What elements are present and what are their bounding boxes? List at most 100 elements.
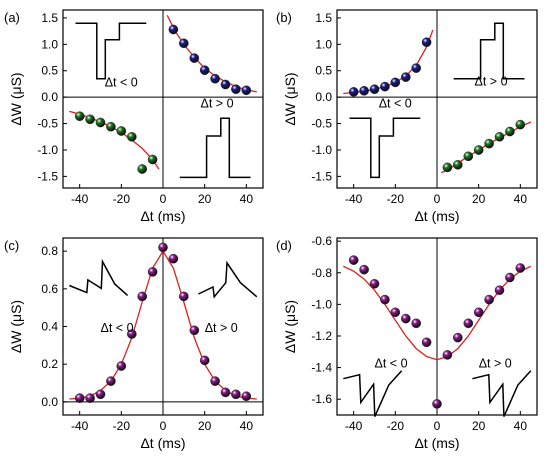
x-tick-label: 0 bbox=[434, 192, 441, 206]
data-point bbox=[137, 164, 147, 174]
data-point bbox=[484, 294, 494, 305]
y-tick-label: -1.0 bbox=[37, 143, 58, 157]
x-axis-title: Δt (ms) bbox=[140, 208, 185, 224]
data-point bbox=[147, 267, 158, 277]
y-tick-label: -0.8 bbox=[311, 266, 332, 280]
y-tick-label: 0.0 bbox=[315, 90, 332, 104]
x-tick-label: -20 bbox=[113, 419, 131, 433]
data-point bbox=[74, 393, 85, 403]
fit-curve bbox=[343, 29, 434, 95]
delta-t-annotation: Δt > 0 bbox=[479, 357, 512, 371]
data-point bbox=[369, 278, 380, 289]
data-point bbox=[127, 329, 137, 339]
y-tick-label: 0.8 bbox=[41, 244, 58, 258]
x-tick-label: 40 bbox=[514, 192, 528, 206]
x-tick-label: -40 bbox=[345, 419, 363, 433]
data-point bbox=[106, 121, 116, 132]
y-tick-label: 1.5 bbox=[41, 11, 58, 25]
pulse-waveform-icon bbox=[349, 117, 421, 179]
data-point bbox=[515, 263, 526, 273]
y-tick-label: 1.0 bbox=[315, 37, 332, 51]
data-point bbox=[199, 355, 210, 366]
x-tick-label: -20 bbox=[387, 192, 405, 206]
y-tick-label: 1.5 bbox=[315, 11, 332, 25]
data-point bbox=[380, 294, 390, 305]
data-point bbox=[158, 242, 168, 253]
pulse-waveform-icon bbox=[198, 260, 258, 299]
pulse-waveform-icon bbox=[472, 370, 532, 417]
data-point bbox=[220, 79, 231, 90]
x-tick-label: -20 bbox=[387, 419, 405, 433]
x-axis-title: Δt (ms) bbox=[414, 208, 459, 224]
data-point bbox=[178, 291, 189, 302]
y-axis-title: ΔW (μS) bbox=[8, 72, 24, 125]
data-point bbox=[74, 111, 85, 121]
panel-c: (c) Δt < 0 Δt > 0 -40 -20 0 20 40 0.0 0.2 0.4 0.6 0.… bbox=[4, 237, 264, 451]
y-tick-label: -1.5 bbox=[311, 169, 332, 183]
data-point bbox=[241, 391, 252, 402]
data-point bbox=[116, 126, 127, 136]
y-tick-label: 0.4 bbox=[41, 320, 58, 334]
y-tick-label: 1.0 bbox=[41, 37, 58, 51]
y-tick-label: -1.0 bbox=[311, 143, 332, 157]
data-point bbox=[452, 159, 463, 170]
y-tick-label: -0.6 bbox=[311, 234, 332, 248]
pulse-waveform-icon bbox=[453, 22, 525, 80]
data-point bbox=[421, 337, 432, 348]
delta-t-annotation: Δt > 0 bbox=[475, 75, 508, 89]
data-point bbox=[147, 154, 158, 165]
y-tick-label: -0.5 bbox=[37, 117, 58, 131]
y-tick-label: 0.5 bbox=[41, 64, 58, 78]
data-point bbox=[432, 399, 442, 409]
data-point bbox=[189, 53, 200, 63]
data-point bbox=[505, 272, 515, 283]
x-tick-label: 20 bbox=[472, 192, 486, 206]
panel-label: (a) bbox=[4, 10, 20, 25]
data-point bbox=[210, 376, 220, 386]
x-axis-title: Δt (ms) bbox=[414, 435, 459, 451]
x-tick-label: -20 bbox=[113, 192, 131, 206]
x-tick-label: 20 bbox=[198, 419, 212, 433]
y-axis-title: ΔW (μS) bbox=[8, 300, 24, 353]
data-point bbox=[411, 318, 422, 329]
x-tick-label: -40 bbox=[71, 192, 89, 206]
delta-t-annotation: Δt < 0 bbox=[375, 357, 408, 371]
data-point bbox=[348, 255, 359, 265]
data-point bbox=[116, 361, 127, 371]
x-tick-label: 0 bbox=[160, 192, 167, 206]
data-point bbox=[442, 350, 453, 360]
x-tick-label: 0 bbox=[160, 419, 167, 433]
data-point bbox=[199, 65, 210, 75]
pulse-waveform-icon bbox=[179, 117, 251, 179]
y-axis-title: ΔW (μS) bbox=[282, 72, 298, 125]
y-tick-label: 0.0 bbox=[41, 395, 58, 409]
data-point bbox=[390, 307, 401, 318]
data-point bbox=[452, 332, 463, 343]
data-point bbox=[95, 389, 106, 400]
data-point bbox=[95, 117, 106, 128]
x-tick-label: 20 bbox=[472, 419, 486, 433]
data-point bbox=[359, 86, 369, 96]
y-tick-label: -1.5 bbox=[37, 169, 58, 183]
x-tick-label: 0 bbox=[434, 419, 441, 433]
data-point bbox=[400, 313, 411, 324]
x-axis-title: Δt (ms) bbox=[140, 435, 185, 451]
data-point bbox=[421, 37, 432, 48]
x-tick-label: 40 bbox=[240, 419, 254, 433]
panel-label: (c) bbox=[4, 238, 19, 253]
y-tick-label: -1.6 bbox=[311, 392, 332, 406]
data-point bbox=[348, 87, 359, 97]
x-tick-label: 20 bbox=[198, 192, 212, 206]
pulse-waveform-icon bbox=[343, 370, 403, 417]
y-tick-label: -1.0 bbox=[311, 297, 332, 311]
data-point bbox=[220, 387, 231, 398]
data-point bbox=[390, 77, 401, 88]
data-point bbox=[369, 84, 380, 94]
data-point bbox=[168, 253, 179, 264]
data-point bbox=[473, 145, 484, 155]
fit-curve bbox=[69, 110, 160, 170]
panel-b: (b) Δt < 0 Δt > 0 -40 -20 0 20 40 -1.5 -1.0 -0.5 0.… bbox=[276, 9, 538, 224]
panel-d: (d) Δt < 0 Δt > 0 -40 -20 0 20 40 -1.6 -1.4 -1.2 -1… bbox=[276, 234, 538, 451]
data-point bbox=[473, 307, 484, 318]
y-tick-label: 0.6 bbox=[41, 282, 58, 296]
